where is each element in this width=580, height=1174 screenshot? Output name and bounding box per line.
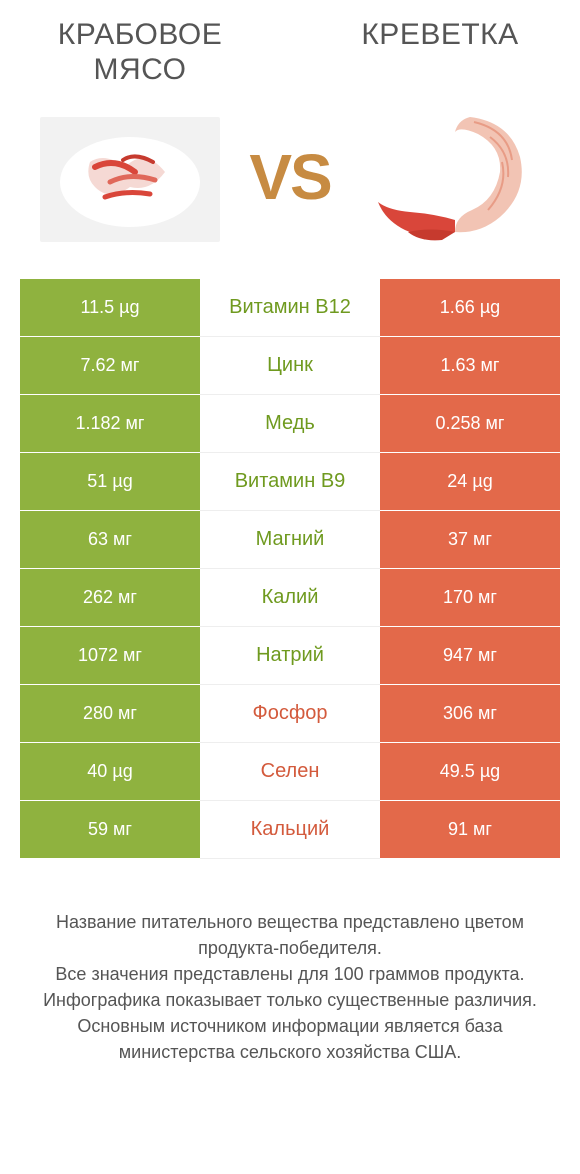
table-row: 63 мгМагний37 мг [20,511,560,569]
shrimp-icon [360,102,540,252]
crab-meat-icon [35,102,225,252]
table-row: 1072 мгНатрий947 мг [20,627,560,685]
value-left: 51 µg [20,453,200,511]
table-row: 11.5 µgВитамин B121.66 µg [20,279,560,337]
product-title-left: КРАБОВОЕ МЯСО [30,18,250,87]
value-left: 7.62 мг [20,337,200,395]
value-right: 49.5 µg [380,743,560,801]
crab-meat-image [30,97,230,257]
value-right: 947 мг [380,627,560,685]
nutrient-name: Калий [200,569,380,627]
nutrient-name: Витамин B12 [200,279,380,337]
product-title-right: КРЕВЕТКА [330,18,550,53]
value-left: 262 мг [20,569,200,627]
footnote-line: Название питательного вещества представл… [20,909,560,961]
value-right: 170 мг [380,569,560,627]
nutrient-name: Кальций [200,801,380,859]
nutrient-name: Медь [200,395,380,453]
table-row: 1.182 мгМедь0.258 мг [20,395,560,453]
table-row: 7.62 мгЦинк1.63 мг [20,337,560,395]
images-row: VS [0,87,580,279]
header: КРАБОВОЕ МЯСО КРЕВЕТКА [0,0,580,87]
footnote-line: Основным источником информации является … [20,1013,560,1065]
value-right: 37 мг [380,511,560,569]
value-left: 59 мг [20,801,200,859]
nutrient-name: Натрий [200,627,380,685]
footnote-line: Инфографика показывает только существенн… [20,987,560,1013]
value-right: 0.258 мг [380,395,560,453]
nutrient-name: Магний [200,511,380,569]
value-right: 306 мг [380,685,560,743]
comparison-table: 11.5 µgВитамин B121.66 µg7.62 мгЦинк1.63… [20,279,560,859]
table-row: 59 мгКальций91 мг [20,801,560,859]
nutrient-name: Цинк [200,337,380,395]
value-right: 1.66 µg [380,279,560,337]
shrimp-image [350,97,550,257]
vs-label: VS [249,140,330,214]
value-right: 91 мг [380,801,560,859]
value-left: 1.182 мг [20,395,200,453]
value-right: 1.63 мг [380,337,560,395]
nutrient-name: Витамин B9 [200,453,380,511]
value-left: 63 мг [20,511,200,569]
nutrient-name: Фосфор [200,685,380,743]
table-row: 262 мгКалий170 мг [20,569,560,627]
value-left: 11.5 µg [20,279,200,337]
value-left: 280 мг [20,685,200,743]
footnote-line: Все значения представлены для 100 граммо… [20,961,560,987]
table-row: 40 µgСелен49.5 µg [20,743,560,801]
footnote: Название питательного вещества представл… [20,909,560,1066]
value-left: 40 µg [20,743,200,801]
nutrient-name: Селен [200,743,380,801]
table-row: 51 µgВитамин B924 µg [20,453,560,511]
value-right: 24 µg [380,453,560,511]
value-left: 1072 мг [20,627,200,685]
table-row: 280 мгФосфор306 мг [20,685,560,743]
